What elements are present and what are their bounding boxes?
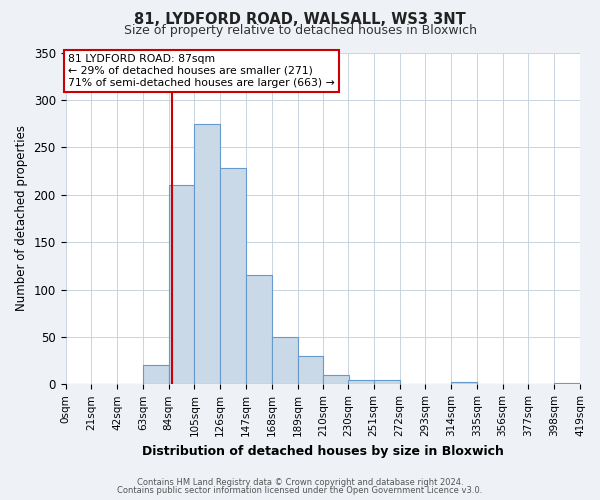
Bar bbox=[246, 276, 272, 384]
X-axis label: Distribution of detached houses by size in Bloxwich: Distribution of detached houses by size … bbox=[142, 444, 504, 458]
Bar bbox=[374, 380, 400, 384]
Bar bbox=[220, 168, 246, 384]
Text: Contains HM Land Registry data © Crown copyright and database right 2024.: Contains HM Land Registry data © Crown c… bbox=[137, 478, 463, 487]
Text: Size of property relative to detached houses in Bloxwich: Size of property relative to detached ho… bbox=[124, 24, 476, 37]
Y-axis label: Number of detached properties: Number of detached properties bbox=[15, 126, 28, 312]
Text: Contains public sector information licensed under the Open Government Licence v3: Contains public sector information licen… bbox=[118, 486, 482, 495]
Bar bbox=[323, 375, 349, 384]
Bar bbox=[451, 382, 477, 384]
Bar bbox=[169, 185, 194, 384]
Text: 81 LYDFORD ROAD: 87sqm
← 29% of detached houses are smaller (271)
71% of semi-de: 81 LYDFORD ROAD: 87sqm ← 29% of detached… bbox=[68, 54, 335, 88]
Bar bbox=[298, 356, 323, 384]
Bar bbox=[348, 380, 374, 384]
Bar bbox=[143, 366, 169, 384]
Bar bbox=[194, 124, 220, 384]
Text: 81, LYDFORD ROAD, WALSALL, WS3 3NT: 81, LYDFORD ROAD, WALSALL, WS3 3NT bbox=[134, 12, 466, 28]
Bar bbox=[272, 337, 298, 384]
